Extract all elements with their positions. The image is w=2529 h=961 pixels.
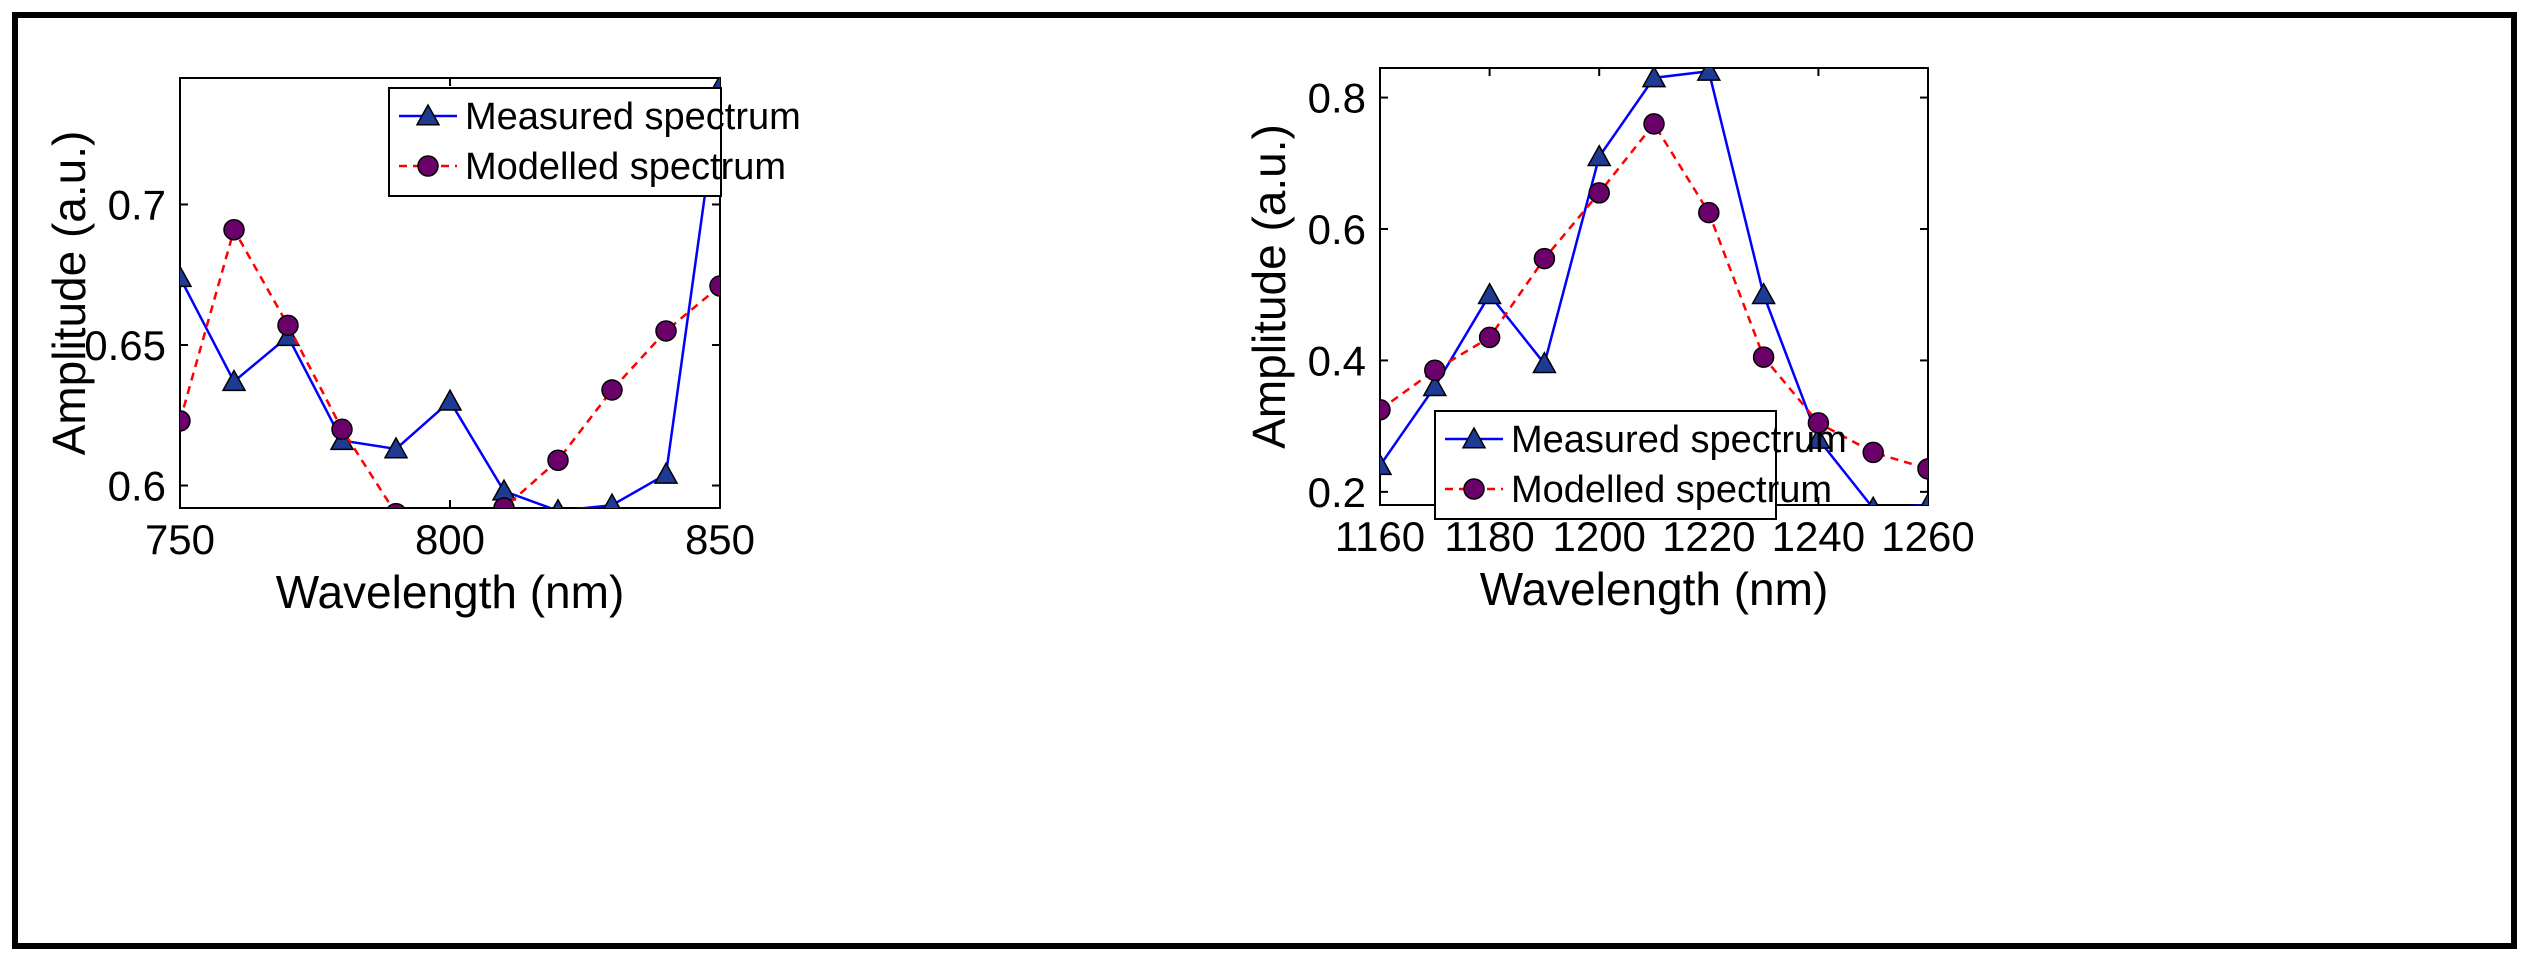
data-point: [1751, 282, 1776, 305]
y-tick-label: 0.6: [108, 463, 166, 510]
data-point: [437, 388, 463, 411]
legend-box: [388, 87, 722, 197]
data-point: [331, 418, 353, 441]
data-point: [1478, 326, 1501, 349]
data-point: [1424, 359, 1446, 382]
x-tick-label: 1260: [1881, 513, 1974, 560]
data-point: [1380, 398, 1391, 421]
data-point: [1752, 346, 1775, 368]
x-tick-label: 850: [685, 516, 755, 563]
chart-left-svg: 750 800 850 0.6 0.65 0.7 Wavelength (nm) Amplit…: [43, 77, 801, 618]
data-point: [709, 275, 720, 297]
chart-right-svg: 1160 1180 1200 1220 1240 1260 0.2 0.4 0.6 0.8 Wave…: [1243, 67, 1975, 615]
data-point: [653, 461, 679, 484]
y-tick-label: 0.2: [1308, 469, 1366, 516]
data-point: [1641, 68, 1667, 88]
legend-marker-1: [417, 155, 439, 177]
x-tick-label: 750: [145, 516, 215, 563]
legend-box: [1434, 410, 1777, 520]
legend: Measured spectrum Modelled spectrum: [388, 87, 801, 197]
y-tick-label: 0.65: [84, 322, 166, 369]
legend-marker-0: [1461, 426, 1487, 449]
legend-label-1: Modelled spectrum: [1511, 469, 1832, 511]
x-tick-label: 1180: [1444, 513, 1534, 560]
x-tick-label: 800: [415, 516, 485, 563]
data-point: [383, 436, 409, 459]
y-axis-label: Amplitude (a.u.): [43, 131, 95, 456]
data-point: [277, 314, 299, 337]
data-point: [1921, 492, 1928, 505]
data-point: [655, 320, 677, 342]
data-point: [1533, 247, 1556, 270]
data-point: [493, 497, 515, 508]
data-point: [221, 368, 247, 392]
legend-marker-0: [415, 103, 441, 126]
y-tick-label: 0.4: [1308, 337, 1366, 384]
legend-label-1: Modelled spectrum: [465, 146, 786, 188]
figure-frame: 750 800 850 0.6 0.65 0.7 Wavelength (nm) Amplit…: [12, 12, 2517, 949]
x-tick-label: 1220: [1662, 513, 1755, 560]
x-tick-label: 1200: [1552, 513, 1645, 560]
x-axis-label: Wavelength (nm): [1480, 563, 1829, 615]
legend-label-0: Measured spectrum: [465, 96, 801, 138]
data-point: [1698, 201, 1720, 224]
legend-marker-1: [1463, 478, 1485, 500]
x-axis-label: Wavelength (nm): [276, 566, 625, 618]
y-tick-label: 0.6: [1308, 206, 1366, 253]
data-point: [1477, 282, 1502, 305]
series-group: [180, 78, 720, 508]
data-point: [1422, 374, 1448, 397]
y-axis-label: Amplitude (a.u.): [1243, 124, 1295, 449]
series-group: [1380, 68, 1928, 505]
legend: Measured spectrum Modelled spectrum: [1434, 410, 1847, 520]
data-point: [1807, 412, 1830, 434]
data-point: [1380, 453, 1393, 476]
data-point: [180, 410, 191, 432]
data-point: [552, 498, 564, 508]
data-point: [1806, 426, 1831, 449]
data-point: [1532, 351, 1557, 374]
y-tick-label: 0.8: [1308, 75, 1366, 122]
data-point: [223, 219, 245, 241]
x-tick-label: 1240: [1772, 513, 1865, 560]
data-point: [1588, 182, 1610, 204]
data-point: [603, 492, 621, 508]
data-point: [1868, 495, 1879, 505]
data-point: [601, 379, 623, 401]
y-tick-label: 0.7: [108, 181, 166, 228]
data-point: [1643, 113, 1665, 135]
data-point: [1917, 458, 1928, 480]
data-point: [1862, 441, 1884, 464]
series-line-1: [180, 226, 720, 508]
legend-label-0: Measured spectrum: [1511, 419, 1847, 461]
data-point: [1696, 68, 1722, 81]
x-tick-label: 1160: [1335, 513, 1425, 560]
data-point: [386, 502, 406, 508]
data-point: [1586, 144, 1612, 167]
data-point: [180, 264, 193, 288]
data-point: [547, 449, 569, 471]
